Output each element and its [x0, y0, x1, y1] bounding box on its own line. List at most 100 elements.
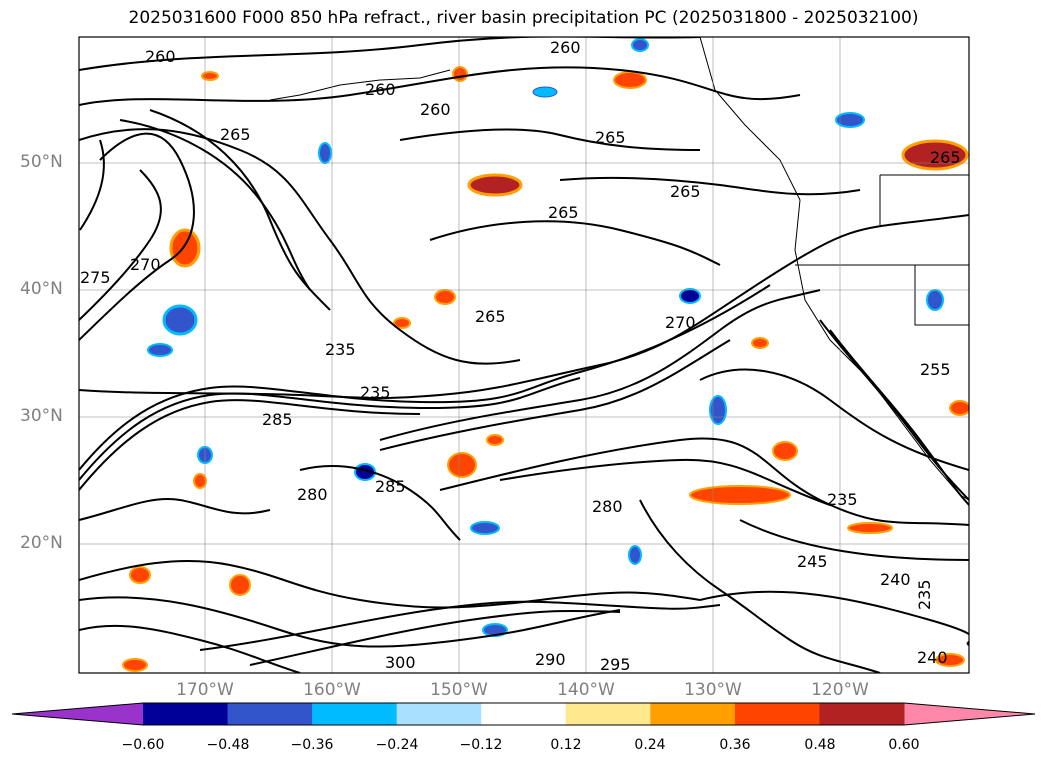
contour-label: 240	[880, 570, 911, 589]
lon-label: 170°W	[176, 680, 234, 700]
precip-positive-blob	[393, 317, 411, 329]
contour-label: 255	[920, 360, 951, 379]
contour-line	[559, 176, 861, 196]
map-title: 2025031600 F000 850 hPa refract., river …	[128, 8, 919, 28]
colorbar-segments	[143, 703, 905, 725]
colorbar-segment	[819, 703, 905, 725]
precip-positive-blob	[486, 434, 504, 446]
contour-label: 260	[550, 38, 581, 57]
precip-positive-blob	[129, 566, 151, 584]
contour-label: 260	[365, 80, 396, 99]
colorbar-tick: −0.12	[459, 737, 503, 753]
contour-label: 265	[930, 148, 961, 167]
precip-negative-blob	[162, 304, 198, 336]
lat-label: 30°N	[20, 406, 63, 426]
precip-negative-blob	[147, 343, 173, 357]
precip-positive-blob	[772, 441, 798, 461]
contour-line	[379, 339, 731, 451]
colorbar-segment	[734, 703, 820, 725]
colorbar-tick: 0.36	[719, 737, 751, 753]
refractivity-contours	[79, 37, 969, 673]
colorbar-tick: 0.60	[888, 737, 920, 753]
contour-label: 235	[325, 340, 356, 359]
lon-label: 130°W	[684, 680, 742, 700]
state-borders	[795, 174, 969, 326]
contour-label: 240	[917, 648, 948, 667]
precip-positive-blob	[122, 658, 148, 672]
contour-line	[439, 437, 969, 526]
contour-line	[79, 596, 621, 648]
contour-label: 260	[420, 100, 451, 119]
contour-line	[699, 368, 969, 471]
contour-label: 280	[592, 497, 623, 516]
map-frame	[78, 36, 970, 674]
contour-label: 295	[600, 655, 631, 674]
colorbar-min-arrow	[12, 703, 143, 725]
contour-label: 285	[375, 477, 406, 496]
contour-line	[639, 499, 881, 673]
contour-label: 235	[827, 490, 858, 509]
contour-label: 235	[915, 579, 934, 610]
coastline-path	[699, 37, 969, 501]
precip-negative-blob	[628, 545, 642, 565]
contour-line	[739, 519, 969, 561]
colorbar-tick: −0.36	[290, 737, 334, 753]
precip-negative-blob	[631, 38, 649, 52]
contour-label: 280	[297, 485, 328, 504]
contour-label: 260	[145, 47, 176, 66]
precip-negative-blob	[835, 112, 865, 128]
precip-negative-blob	[532, 86, 558, 98]
contour-line	[399, 128, 701, 151]
contour-line	[79, 66, 801, 106]
colorbar-tick: 0.48	[804, 737, 836, 753]
lon-label: 120°W	[811, 680, 869, 700]
contour-line	[79, 498, 271, 521]
precip-negative-blob	[926, 289, 944, 311]
contour-line	[819, 319, 969, 501]
precip-positive-blob	[169, 228, 201, 268]
contour-line	[249, 609, 621, 666]
precip-positive-blob	[689, 485, 791, 505]
contour-label: 265	[475, 307, 506, 326]
colorbar-outline	[11, 702, 1036, 726]
contour-label: 265	[595, 128, 626, 147]
contour-line	[499, 458, 831, 506]
precip-anomaly-layer	[122, 38, 969, 672]
contour-line	[119, 119, 311, 291]
contour-line	[79, 377, 581, 481]
contour-line	[429, 220, 721, 266]
precip-positive-blob	[901, 139, 969, 171]
contour-label: 265	[220, 125, 251, 144]
contour-labels: 260 260 260 260 265 265 265 265 265 265 …	[80, 38, 961, 674]
colorbar-segment	[565, 703, 651, 725]
precip-positive-blob	[467, 173, 523, 197]
colorbar-tick: −0.48	[206, 737, 250, 753]
contour-line	[79, 560, 701, 609]
precip-positive-blob	[229, 574, 251, 596]
contour-line	[79, 128, 521, 365]
precip-negative-blob	[679, 288, 701, 304]
precip-positive-blob	[751, 337, 769, 349]
contour-line	[79, 139, 105, 231]
contour-label: 265	[548, 203, 579, 222]
precip-positive-blob	[847, 522, 893, 534]
precip-negative-blob	[709, 395, 727, 425]
contour-label: 300	[385, 653, 416, 672]
contour-label: 290	[535, 650, 566, 669]
precip-negative-blob	[470, 521, 500, 535]
contour-line	[199, 600, 721, 651]
lat-label: 50°N	[20, 152, 63, 172]
contour-line	[79, 132, 195, 341]
precip-positive-blob	[935, 653, 965, 667]
aleutian-coast	[269, 69, 451, 101]
precip-positive-blob	[201, 71, 219, 81]
contour-line	[149, 109, 331, 311]
colorbar-segment	[227, 703, 313, 725]
contour-label: 235	[360, 383, 391, 402]
colorbar-max-arrow	[904, 703, 1035, 725]
colorbar-tick: −0.60	[121, 737, 165, 753]
lat-label: 20°N	[20, 533, 63, 553]
contour-line	[379, 289, 821, 441]
contour-line	[79, 169, 162, 321]
